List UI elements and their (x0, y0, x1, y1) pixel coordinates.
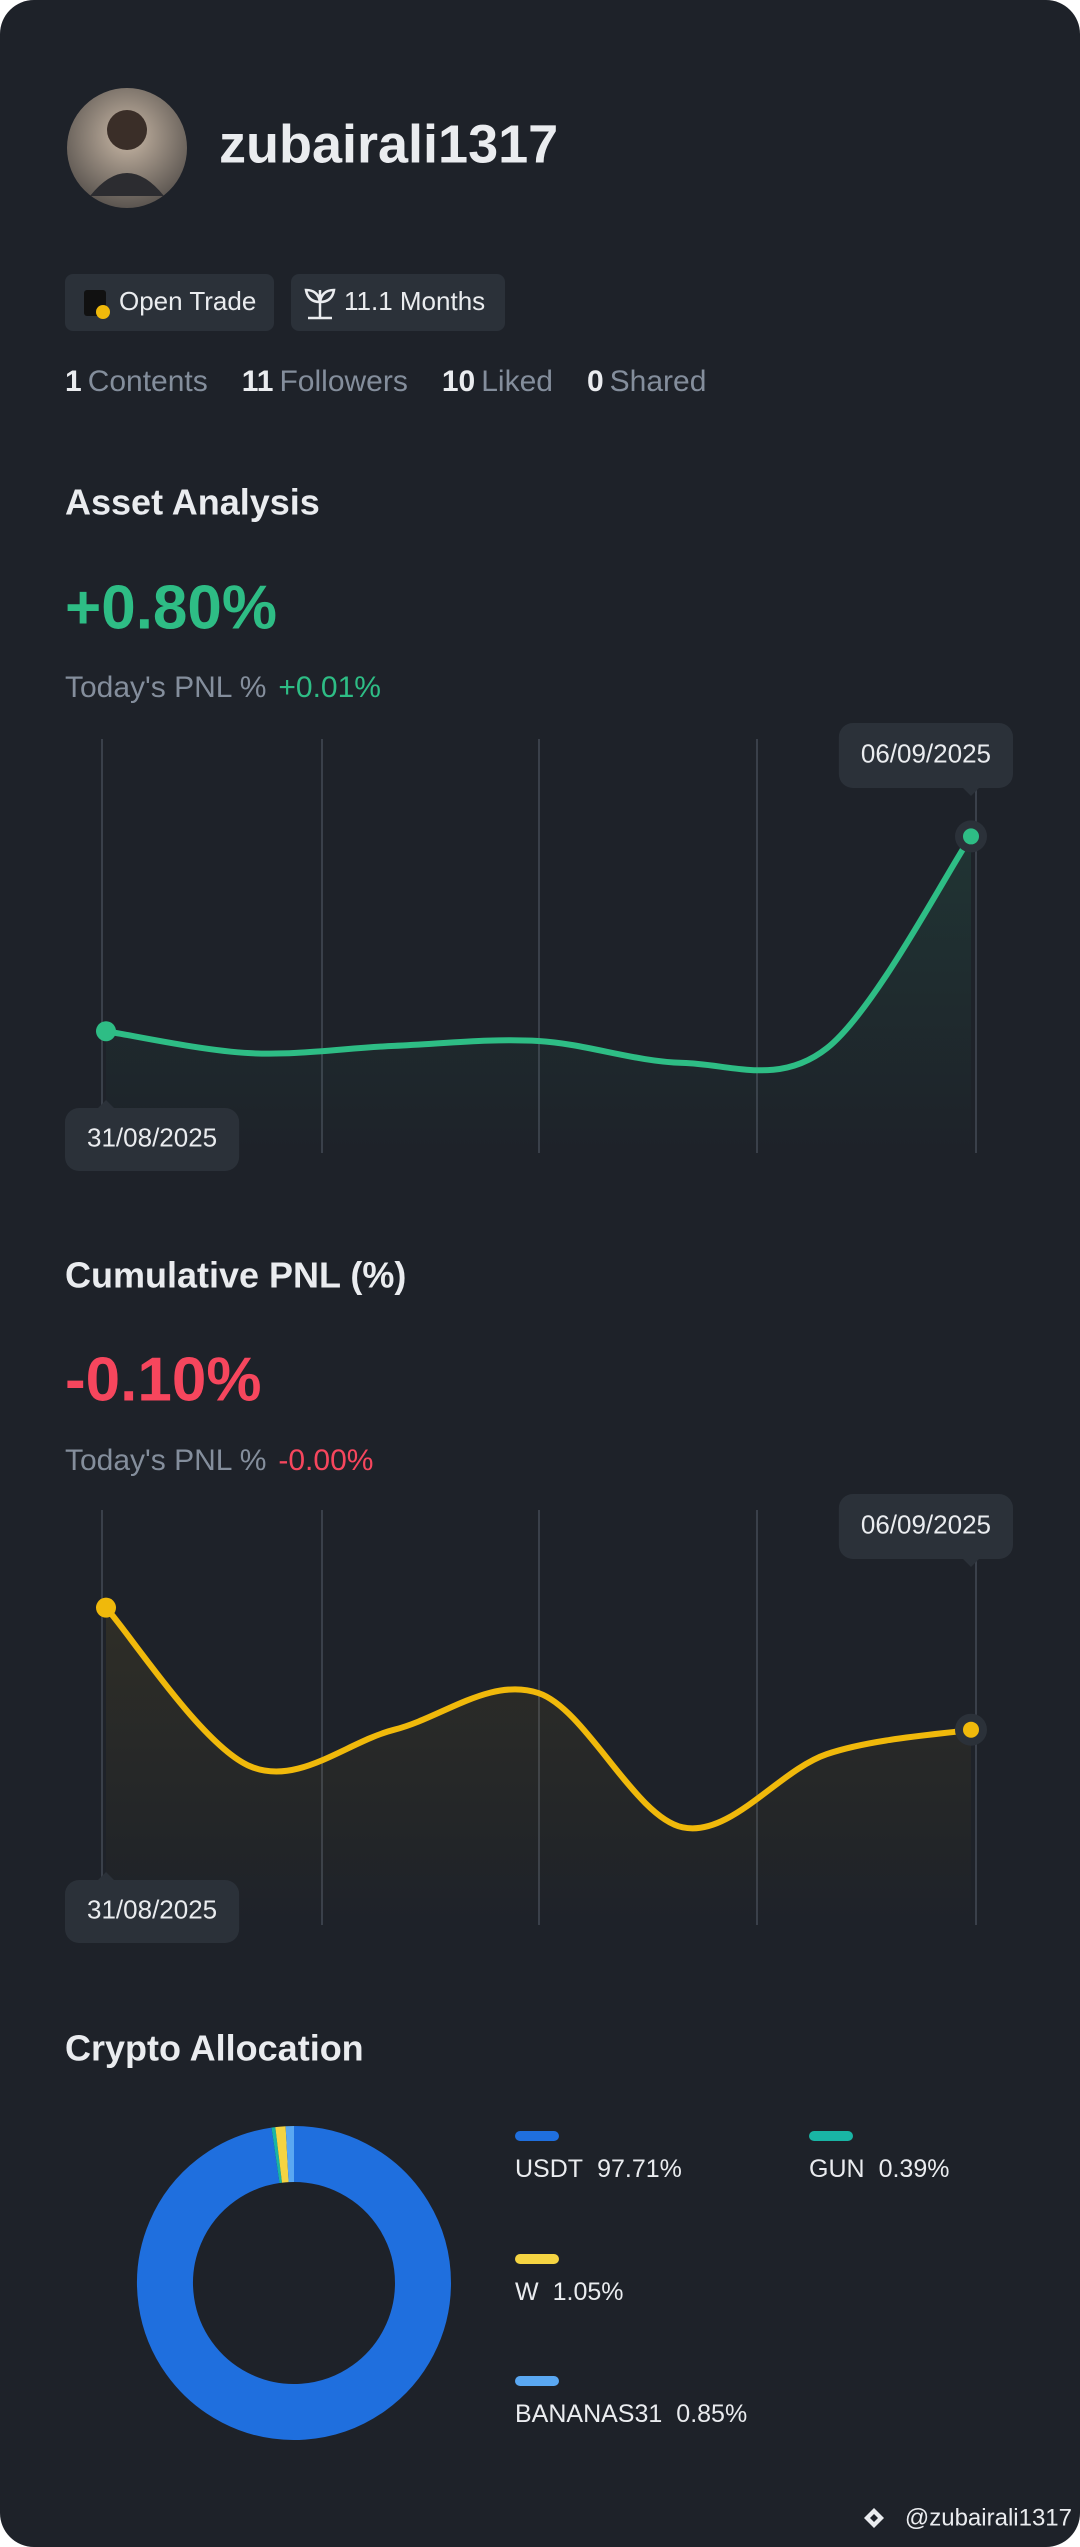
badge-icon (304, 288, 336, 320)
today-pnl-value: +0.01% (278, 671, 381, 704)
area (106, 836, 971, 1153)
legend-name: BANANAS31 (515, 2400, 662, 2428)
date-label: 06/09/2025 (861, 1509, 991, 1539)
today-pnl-value: -0.00% (278, 1444, 373, 1477)
date-bubble-pointer (98, 1872, 114, 1880)
badge-label: Open Trade (119, 286, 256, 316)
badge (291, 274, 505, 331)
stat-count: 1 (65, 365, 82, 398)
date-label: 31/08/2025 (87, 1122, 217, 1152)
end-point (963, 828, 979, 845)
line (105, 834, 974, 1074)
stat-label: Followers (279, 365, 407, 398)
legend-entry: BANANAS31 0.85% (515, 2400, 747, 2428)
legend-value: 97.71% (597, 2155, 682, 2183)
start-point (96, 1597, 116, 1618)
date-label: 06/09/2025 (861, 738, 991, 768)
legend-entry: W 1.05% (515, 2278, 624, 2306)
date-bubble (838, 723, 1013, 788)
stat: 11 Followers (242, 365, 408, 398)
date-bubble-pointer (963, 788, 979, 796)
today-pnl: Today's PNL % -0.00% (65, 1444, 373, 1477)
legend-name: W (515, 2278, 539, 2306)
legend-swatch (515, 2254, 559, 2264)
section-title: Asset Analysis (65, 482, 320, 523)
legend-name: USDT (515, 2155, 583, 2183)
stat: 1 Contents (65, 365, 208, 398)
date-bubble (838, 1494, 1013, 1559)
date-bubble-pointer (98, 1100, 114, 1108)
headline-value: -0.10% (65, 1345, 261, 1414)
date-bubble-pointer (963, 1559, 979, 1567)
stat-label: Shared (610, 365, 707, 398)
legend-value: 1.05% (553, 2278, 624, 2306)
legend-entry: USDT 97.71% (515, 2155, 682, 2183)
legend-swatch (809, 2131, 853, 2141)
end-point (963, 1721, 979, 1738)
date-bubble (65, 1880, 240, 1943)
today-pnl-label: Today's PNL % (65, 1444, 266, 1477)
stat-count: 0 (587, 365, 604, 398)
stat: 0 Shared (587, 365, 706, 398)
line (103, 1605, 972, 1832)
section-title: Crypto Allocation (65, 2028, 364, 2069)
legend-swatch (515, 2131, 559, 2141)
footer-logo (864, 2508, 884, 2528)
donut-slice (137, 2126, 451, 2440)
badge (65, 274, 274, 331)
headline-value: +0.80% (65, 573, 277, 642)
start-point (96, 1021, 116, 1042)
footer-handle: @zubairali1317 (905, 2504, 1072, 2531)
stats-row: 1 Contents 11 Followers 10 Liked 0 Shared (65, 365, 706, 398)
date-label: 31/08/2025 (87, 1894, 217, 1924)
badge-icon-dot (96, 305, 110, 319)
legend-value: 0.85% (676, 2400, 747, 2428)
legend-entry: GUN 0.39% (809, 2155, 949, 2183)
today-pnl: Today's PNL % +0.01% (65, 671, 381, 704)
stat-label: Contents (88, 365, 208, 398)
area (106, 1607, 971, 1925)
username: zubairali1317 (219, 114, 558, 174)
stat-count: 11 (242, 365, 274, 398)
badge-label: 11.1 Months (344, 286, 485, 316)
stat-label: Liked (481, 365, 553, 398)
avatar-body (90, 173, 164, 196)
stat-count: 10 (442, 365, 475, 398)
legend-swatch (515, 2376, 559, 2386)
section-title: Cumulative PNL (%) (65, 1255, 406, 1296)
avatar-head (107, 110, 147, 150)
legend-name: GUN (809, 2155, 865, 2183)
date-bubble (65, 1108, 240, 1171)
donut-slice (275, 2126, 289, 2183)
legend-value: 0.39% (879, 2155, 950, 2183)
stat: 10 Liked (442, 365, 553, 398)
today-pnl-label: Today's PNL % (65, 671, 266, 704)
